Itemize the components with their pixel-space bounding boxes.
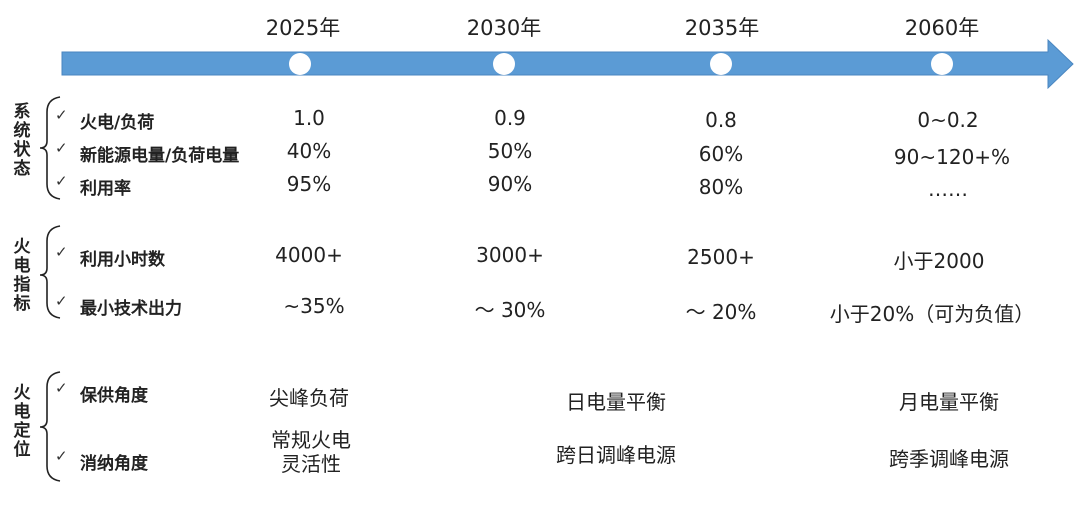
group-label-system-state: 系统状态 xyxy=(13,102,31,179)
row-label-supply-perspective: 保供角度 xyxy=(80,386,148,406)
row-label-min-output: 最小技术出力 xyxy=(80,299,182,319)
cell-line: 常规火电 xyxy=(271,428,351,452)
check-icon: ✓ xyxy=(55,139,68,157)
cell-value: …… xyxy=(928,177,968,201)
cell-line: 灵活性 xyxy=(281,452,341,476)
row-label-utilization-rate: 利用率 xyxy=(80,179,131,199)
group-label-thermal-metrics: 火电指标 xyxy=(13,237,31,314)
check-icon: ✓ xyxy=(55,292,68,310)
group-brackets xyxy=(39,96,61,482)
cell-value: 月电量平衡 xyxy=(899,390,999,414)
check-icon: ✓ xyxy=(55,172,68,190)
row-label-utilization-hours: 利用小时数 xyxy=(80,250,165,270)
cell-value: 4000+ xyxy=(275,243,343,267)
timeline-marker-2030 xyxy=(493,53,515,75)
cell-value: 小于20%（可为负值） xyxy=(829,302,1035,326)
check-icon: ✓ xyxy=(55,106,68,124)
cell-value: 0.9 xyxy=(494,106,526,130)
timeline-marker-2025 xyxy=(289,53,311,75)
row-label-thermal-load-ratio: 火电/负荷 xyxy=(80,113,155,133)
year-label-2060: 2060年 xyxy=(904,16,980,40)
cell-value: 跨日调峰电源 xyxy=(556,443,676,467)
year-label-2025: 2025年 xyxy=(265,16,341,40)
cell-value: 90~120+% xyxy=(893,145,1011,169)
cell-value: 80% xyxy=(698,175,744,199)
cell-value: 2500+ xyxy=(687,245,755,269)
cell-value: 小于2000 xyxy=(893,249,985,273)
cell-value: 尖峰负荷 xyxy=(269,386,349,410)
cell-value: ～ 20% xyxy=(685,300,757,324)
timeline-marker-2035 xyxy=(710,53,732,75)
year-label-2035: 2035年 xyxy=(684,16,760,40)
cell-value: ~35% xyxy=(283,294,345,318)
bracket-thermal-positioning xyxy=(39,371,61,482)
cell-value: 1.0 xyxy=(293,106,325,130)
group-label-thermal-positioning: 火电定位 xyxy=(13,383,31,460)
cell-value: ～ 30% xyxy=(474,298,546,322)
cell-value: 50% xyxy=(487,139,533,163)
check-icon: ✓ xyxy=(55,243,68,261)
cell-value: 跨季调峰电源 xyxy=(889,447,1009,471)
cell-value: 3000+ xyxy=(476,243,544,267)
cell-value: 90% xyxy=(487,172,533,196)
cell-value: 95% xyxy=(286,172,332,196)
cell-value-multiline: 常规火电 灵活性 xyxy=(201,428,421,476)
cell-value: 0~0.2 xyxy=(917,108,979,132)
bracket-system-state xyxy=(39,96,61,200)
row-label-renewable-share: 新能源电量/负荷电量 xyxy=(80,146,240,166)
cell-value: 40% xyxy=(286,139,332,163)
cell-value: 60% xyxy=(698,142,744,166)
timeline-arrow-shape xyxy=(61,38,1074,90)
bracket-thermal-metrics xyxy=(39,225,61,319)
check-icon: ✓ xyxy=(55,447,68,465)
timeline-arrow xyxy=(61,38,1074,90)
check-icon: ✓ xyxy=(55,379,68,397)
year-label-2030: 2030年 xyxy=(466,16,542,40)
row-label-consumption-perspective: 消纳角度 xyxy=(80,454,148,474)
cell-value: 0.8 xyxy=(705,108,737,132)
timeline-marker-2060 xyxy=(931,53,953,75)
cell-value: 日电量平衡 xyxy=(566,390,666,414)
